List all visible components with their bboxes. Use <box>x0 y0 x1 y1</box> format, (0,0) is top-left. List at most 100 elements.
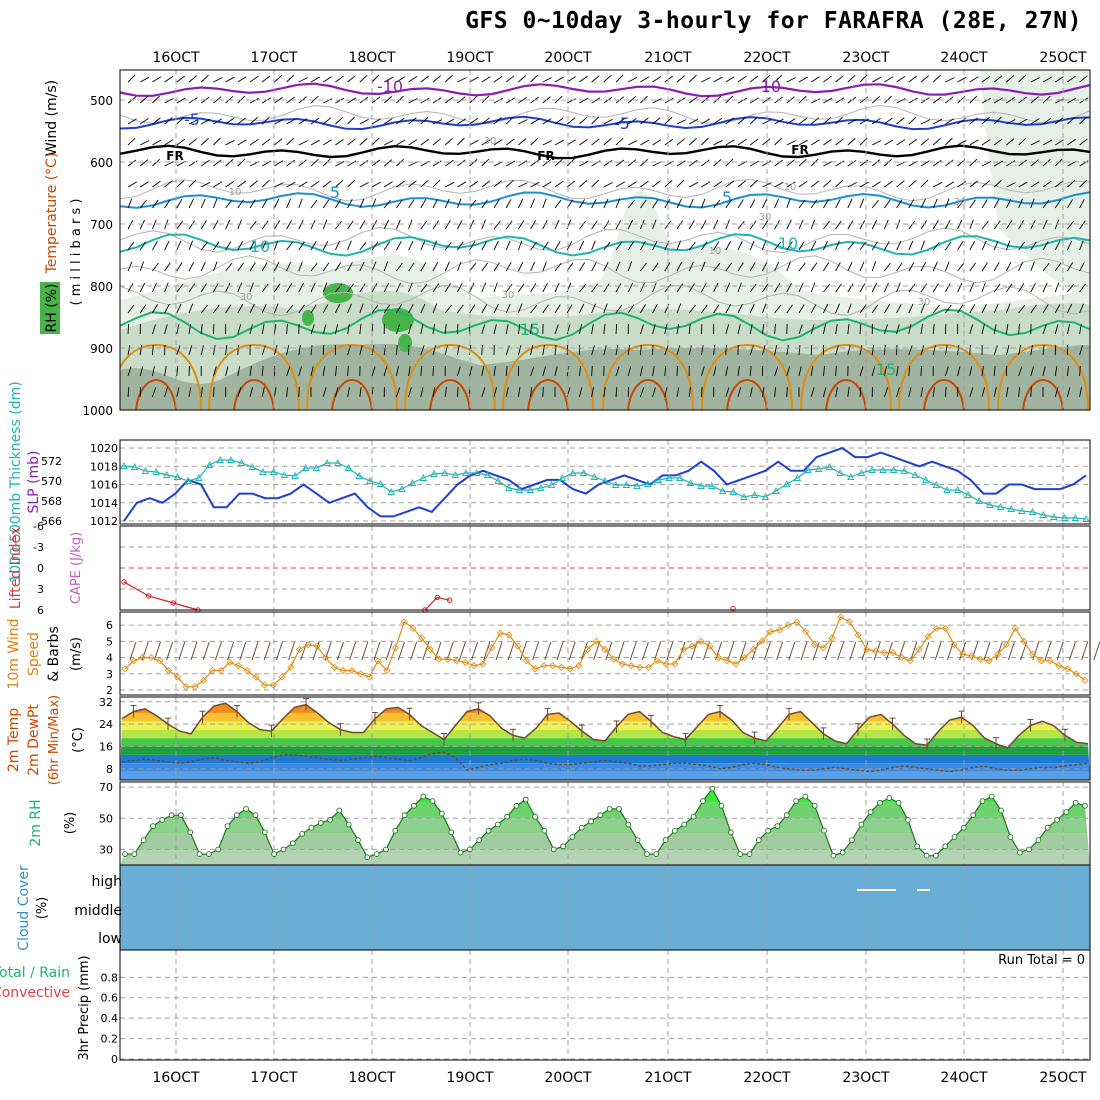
thickness-point <box>1071 514 1080 521</box>
wind-barb <box>347 116 356 125</box>
wind-barb <box>518 138 527 146</box>
wind-speed-point <box>566 665 574 673</box>
time-tick-top: 22OCT <box>743 50 791 66</box>
rh2m-point <box>1026 846 1032 853</box>
precip-tick: 0.2 <box>101 1033 119 1046</box>
lifted-index-point <box>434 594 440 601</box>
wind-barb <box>237 282 243 293</box>
wind-speed-point <box>400 618 408 626</box>
wind-barb <box>1030 366 1035 377</box>
wind-barb-10m <box>495 641 503 661</box>
thickness-point <box>847 473 855 480</box>
wind-barb <box>237 324 242 335</box>
wind-barb <box>969 324 974 335</box>
wind-barb <box>1079 387 1082 398</box>
wind-speed-point <box>976 655 984 663</box>
wind-barb <box>591 179 600 188</box>
precip-tick: 0 <box>111 1053 118 1066</box>
wind-barb <box>932 118 943 125</box>
wind-barb <box>164 262 171 272</box>
wind-barb <box>1042 324 1047 335</box>
wind-speed-point <box>732 660 740 668</box>
wind-speed-point <box>636 663 644 671</box>
pressure-tick: 700 <box>90 218 113 232</box>
wind-barb <box>884 180 893 188</box>
wind-barb <box>993 365 996 377</box>
wind-barb <box>725 76 735 83</box>
wind-speed-point <box>627 662 635 670</box>
wind-barb <box>603 74 612 83</box>
wind-barb <box>981 117 990 125</box>
time-tick-top: 16OCT <box>152 50 200 66</box>
rh2m-point <box>494 821 501 828</box>
wind-barb <box>200 118 211 125</box>
wind-barb <box>176 75 186 83</box>
wind-barb <box>639 387 645 398</box>
wind-barb <box>554 76 564 83</box>
wind-barb <box>420 387 424 398</box>
wind-barb <box>432 345 437 356</box>
wind-speed-point <box>723 657 731 665</box>
wind-barb <box>383 199 391 209</box>
wind-barb <box>993 262 1000 272</box>
thickness-point <box>1007 505 1015 512</box>
thickness-point <box>334 459 342 466</box>
wind-barb-10m <box>654 641 662 661</box>
wind-barb <box>542 159 551 167</box>
wind-barb <box>640 180 649 188</box>
wind-barb <box>871 96 880 104</box>
isotherm-label: 30 <box>954 197 967 208</box>
temperature-tick: 8 <box>106 763 113 776</box>
wind-barb <box>396 139 406 146</box>
wind-barb <box>945 137 953 146</box>
wind-barb <box>200 159 210 167</box>
wind-barb <box>1042 199 1050 209</box>
wind-barb-10m <box>251 641 259 661</box>
rh2m-point <box>429 798 436 804</box>
wind-barb <box>151 344 154 356</box>
temperature-tick: 24 <box>99 718 113 731</box>
wind-barb <box>969 117 978 125</box>
rh2m-point <box>467 846 473 853</box>
rh2m-point <box>457 849 464 856</box>
humidity-contour <box>120 178 1090 202</box>
wind-barb-10m <box>166 641 174 661</box>
thickness-line <box>123 459 1087 520</box>
wind-speed-point <box>810 641 819 649</box>
wind-barb <box>945 219 951 230</box>
wind-barb <box>151 219 157 230</box>
wind-barb <box>542 140 552 146</box>
wind-tick: 4 <box>106 652 113 665</box>
wind-barb <box>444 118 455 125</box>
wind-barb <box>213 77 223 83</box>
wind-barb <box>969 199 976 209</box>
wind-speed-point <box>906 657 915 665</box>
wind-barb <box>310 282 316 293</box>
wind-barb <box>835 345 839 356</box>
rh2m-point <box>280 846 287 853</box>
wind-barb <box>578 387 583 398</box>
rh2m-point <box>122 851 128 857</box>
wind-barb <box>640 304 646 314</box>
wind-barb <box>456 261 462 272</box>
wind-barb <box>176 262 183 272</box>
wind-barb <box>945 241 952 251</box>
wind-barb <box>554 241 561 251</box>
wind-barb <box>1005 261 1012 272</box>
wind-barb <box>627 219 634 230</box>
rh2m-point <box>625 821 632 828</box>
wind-barb <box>896 303 902 314</box>
wind-barb <box>1067 180 1076 188</box>
wind-barb <box>444 304 452 314</box>
wind-barb <box>944 366 949 377</box>
wind-barb <box>249 220 257 230</box>
temp-axis-label-c: (6hr Min/Max) <box>47 695 62 785</box>
wind-barb <box>993 179 1002 188</box>
wind-barb <box>603 138 612 146</box>
wind-barb <box>981 303 987 314</box>
wind-barb <box>737 240 743 251</box>
wind-barb <box>408 139 418 146</box>
wind-barb <box>859 159 869 167</box>
wind-barb <box>188 198 194 209</box>
wind-barb <box>835 387 838 398</box>
